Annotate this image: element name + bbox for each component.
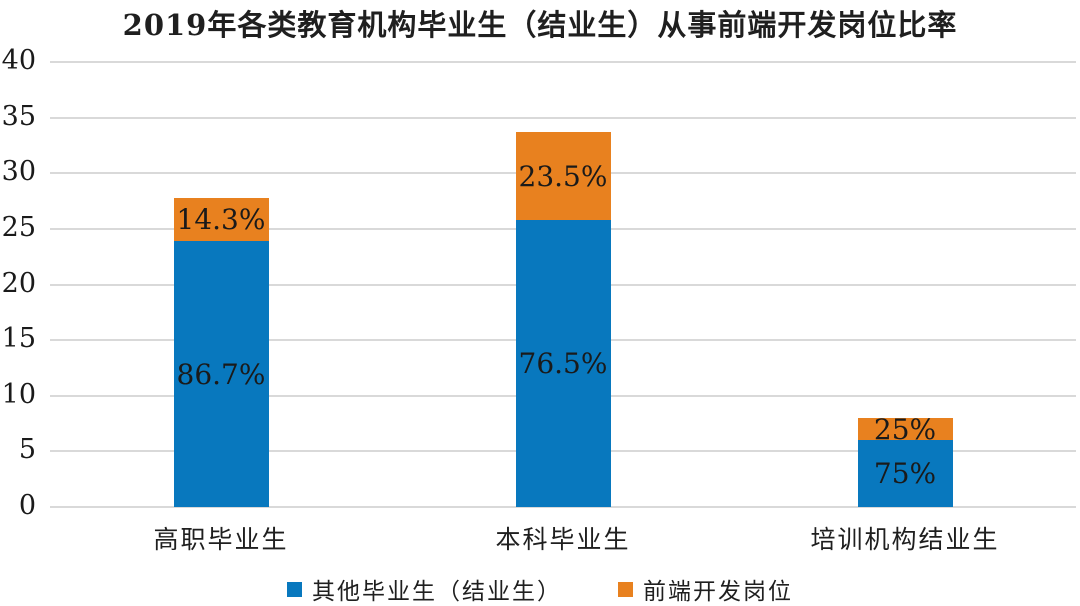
bar-value-label: 75% — [873, 457, 937, 491]
y-axis-tick-10: 10 — [1, 378, 36, 410]
gridline-40 — [50, 61, 1076, 63]
bar-segment-orange-3: 25% — [857, 412, 953, 446]
legend-label-other-graduates: 其他毕业生（结业生） — [312, 579, 562, 605]
bar-segment-orange-2: 23.5% — [515, 132, 611, 220]
bar-segment-blue-2: 76.5% — [515, 219, 611, 507]
bar-segment-orange-1: 14.3% — [173, 197, 269, 242]
x-category-label-1: 高职毕业生 — [153, 525, 289, 554]
bar-value-label: 14.3% — [176, 202, 266, 236]
legend-item-other-graduates: 其他毕业生（结业生） — [287, 572, 562, 606]
legend-swatch-blue-icon — [287, 581, 302, 597]
y-axis-tick-0: 0 — [18, 490, 36, 521]
legend-label-frontend-jobs: 前端开发岗位 — [643, 579, 793, 605]
bar-value-label: 86.7% — [176, 357, 266, 391]
y-axis-tick-5: 5 — [18, 434, 36, 466]
bar-segment-blue-1: 86.7% — [173, 241, 269, 507]
chart-title: 2019年各类教育机构毕业生（结业生）从事前端开发岗位比率 — [122, 8, 958, 42]
x-category-label-3: 培训机构结业生 — [810, 525, 1000, 554]
x-category-label-2: 本科毕业生 — [495, 525, 631, 554]
y-axis-tick-30: 30 — [1, 156, 36, 188]
y-axis-tick-20: 20 — [1, 267, 36, 299]
legend-item-frontend-jobs: 前端开发岗位 — [618, 572, 793, 606]
gridline-0 — [50, 506, 1076, 508]
y-axis-tick-40: 40 — [1, 45, 36, 76]
y-axis-tick-35: 35 — [1, 100, 36, 132]
y-axis-tick-15: 15 — [1, 323, 36, 355]
gridline-35 — [50, 116, 1076, 119]
legend-swatch-orange-icon — [618, 581, 633, 597]
bar-segment-blue-3: 75% — [857, 440, 953, 507]
bar-value-label: 76.5% — [518, 346, 608, 380]
y-axis-tick-25: 25 — [1, 211, 36, 243]
bar-value-label: 23.5% — [518, 159, 608, 193]
legend: 其他毕业生（结业生） 前端开发岗位 — [0, 572, 1080, 606]
bar-value-label: 25% — [873, 412, 937, 446]
